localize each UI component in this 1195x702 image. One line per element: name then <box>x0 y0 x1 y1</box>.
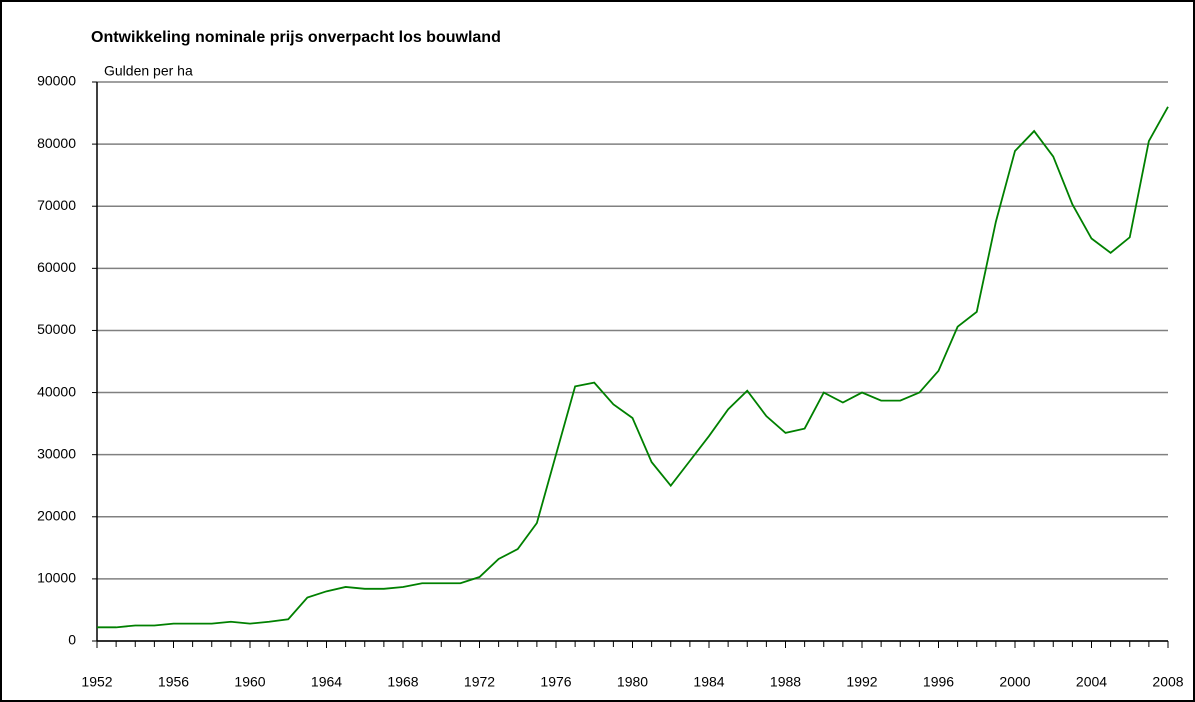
y-tick-label: 50000 <box>37 321 76 337</box>
y-tick-label: 20000 <box>37 507 76 523</box>
y-tick-label: 60000 <box>37 259 76 275</box>
y-tick-label: 30000 <box>37 445 76 461</box>
x-tick-label: 2004 <box>1076 674 1107 690</box>
x-tick-label: 1956 <box>158 674 189 690</box>
y-tick-label: 0 <box>68 632 76 648</box>
x-tick-label: 2008 <box>1152 674 1183 690</box>
x-tick-label: 1960 <box>234 674 265 690</box>
x-tick-label: 1968 <box>387 674 418 690</box>
y-axis-label: Gulden per ha <box>104 63 193 79</box>
x-tick-label: 1984 <box>693 674 724 690</box>
y-tick-label: 80000 <box>37 135 76 151</box>
x-tick-label: 2000 <box>999 674 1030 690</box>
x-tick-label: 1972 <box>464 674 495 690</box>
x-tick-label: 1992 <box>846 674 877 690</box>
x-tick-label: 1980 <box>617 674 648 690</box>
x-tick-label: 1976 <box>540 674 571 690</box>
x-tick-label: 1952 <box>81 674 112 690</box>
x-tick-label: 1964 <box>311 674 342 690</box>
y-tick-label: 90000 <box>37 73 76 89</box>
x-tick-label: 1996 <box>923 674 954 690</box>
x-tick-label: 1988 <box>770 674 801 690</box>
y-tick-label: 40000 <box>37 383 76 399</box>
data-line <box>97 106 1169 629</box>
y-tick-label: 10000 <box>37 570 76 586</box>
chart-title: Ontwikkeling nominale prijs onverpacht l… <box>91 29 501 46</box>
y-tick-label: 70000 <box>37 197 76 213</box>
